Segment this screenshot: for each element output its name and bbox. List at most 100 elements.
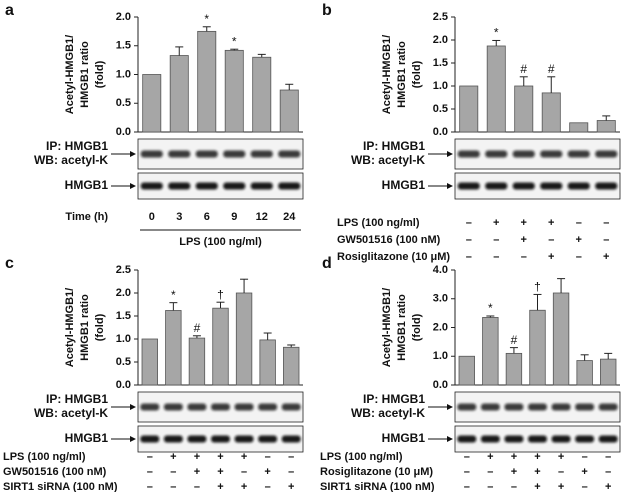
treatment-sign: + — [288, 481, 294, 492]
blot-band — [480, 403, 500, 411]
blot-band — [211, 403, 230, 411]
treatment-sign: – — [603, 217, 609, 229]
bar — [541, 92, 561, 133]
blot-frame — [137, 138, 304, 170]
treatment-sign: + — [511, 466, 517, 478]
treatment-sign: – — [288, 466, 294, 478]
y-tick-label: 2.0 — [433, 321, 448, 333]
treatment-sign: + — [487, 451, 493, 463]
treatment-label: Rosiglitazone (10 μM) — [337, 251, 450, 263]
y-tick-label: 1.5 — [116, 310, 131, 322]
panel-letter: b — [322, 2, 332, 19]
treatment-label: LPS (100 ng/ml) — [320, 451, 403, 463]
blot-band — [250, 150, 273, 158]
blot-label: HMGB1 — [382, 178, 426, 192]
blot-band — [234, 435, 254, 443]
treatment-sign: + — [493, 217, 499, 229]
treatment-sign: + — [548, 251, 554, 263]
panel-letter: a — [5, 2, 14, 19]
blot-band — [480, 435, 500, 443]
treatment-sign: – — [265, 451, 271, 463]
blot-frame — [454, 138, 621, 170]
treatment-sign: + — [264, 466, 270, 478]
bar — [197, 30, 217, 133]
blot-band — [281, 403, 301, 411]
y-tick-label: 1.5 — [433, 57, 448, 69]
treatment-sign: – — [582, 481, 588, 492]
treatment-sign: – — [147, 466, 153, 478]
y-axis-label: Acetyl-HMGB1/ — [64, 35, 76, 114]
y-tick-label: 0.0 — [116, 126, 131, 138]
x-tick-label: 0 — [149, 211, 155, 223]
bar — [486, 45, 506, 133]
treatment-sign: – — [605, 451, 611, 463]
y-axis-label: (fold) — [94, 60, 106, 88]
treatment-sign: + — [534, 481, 540, 492]
treatment-sign: + — [558, 481, 564, 492]
bar — [252, 56, 272, 133]
treatment-sign: + — [217, 451, 223, 463]
y-tick-label: 2.0 — [116, 287, 131, 299]
bar — [165, 310, 182, 386]
y-tick-label: 1.0 — [433, 80, 448, 92]
treatment-sign: + — [603, 251, 609, 263]
bar — [283, 346, 300, 386]
blot-band — [504, 435, 524, 443]
treatment-sign: – — [241, 466, 247, 478]
treatment-sign: – — [466, 217, 472, 229]
bar — [142, 74, 162, 133]
y-tick-label: 0.5 — [116, 356, 131, 368]
bar — [459, 85, 479, 133]
arrow-head — [130, 183, 136, 189]
treatment-sign: + — [511, 451, 517, 463]
treatment-label: GW501516 (100 nM) — [337, 234, 441, 246]
blot-band — [485, 182, 508, 190]
blot-band — [187, 403, 207, 411]
blot-frame — [454, 172, 621, 200]
bar — [529, 309, 546, 386]
blot-band — [163, 403, 183, 411]
x-tick-label: 6 — [204, 211, 210, 223]
bar — [212, 307, 229, 386]
treatment-sign: + — [534, 466, 540, 478]
treatment-sign: + — [605, 481, 611, 492]
blot-band — [551, 435, 571, 443]
treatment-sign: – — [493, 234, 499, 246]
y-tick-label: 1.0 — [116, 333, 131, 345]
bar — [259, 339, 276, 386]
y-axis-label: Acetyl-HMGB1/ — [381, 35, 393, 114]
treatment-sign: – — [603, 234, 609, 246]
treatment-sign: + — [558, 451, 564, 463]
treatment-label: LPS (100 ng/ml) — [3, 451, 86, 463]
treatment-sign: + — [521, 217, 527, 229]
blot-band — [598, 403, 618, 411]
y-tick-label: 0.5 — [433, 103, 448, 115]
blot-band — [540, 182, 563, 190]
blot-band — [163, 435, 183, 443]
bar — [600, 358, 617, 386]
treatment-sign: – — [548, 234, 554, 246]
y-tick-label: 3.0 — [433, 293, 448, 305]
panel-letter: c — [5, 255, 14, 272]
blot-label: HMGB1 — [65, 431, 109, 445]
blot-band — [485, 150, 508, 158]
y-axis-label: Acetyl-HMGB1/ — [64, 288, 76, 367]
treatment-sign: – — [288, 451, 294, 463]
blot-band — [457, 182, 480, 190]
x-tick-label: 3 — [176, 211, 182, 223]
blot-band — [140, 435, 160, 443]
treatment-sign: + — [241, 451, 247, 463]
arrow-head — [447, 436, 453, 442]
blot-band — [223, 182, 246, 190]
panel-letter: d — [322, 255, 332, 272]
treatment-sign: – — [464, 451, 470, 463]
blot-band — [528, 435, 547, 443]
y-tick-label: 1.5 — [116, 40, 131, 52]
treatment-label: LPS (100 ng/ml) — [337, 217, 420, 229]
y-axis-label: HMGB1 ratio — [396, 41, 408, 108]
arrow-head — [447, 404, 453, 410]
treatment-label: SIRT1 siRNA (100 nM) — [320, 481, 435, 492]
treatment-sign: + — [581, 466, 587, 478]
y-axis-label: HMGB1 ratio — [79, 41, 91, 108]
blot-band — [187, 435, 207, 443]
